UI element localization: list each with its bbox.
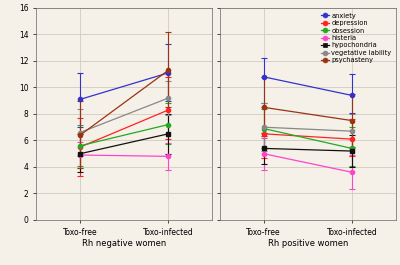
Legend: anxiety, depression, obsession, histeria, hypochondria, vegetative lability, psy: anxiety, depression, obsession, histeria… — [320, 11, 393, 65]
X-axis label: Rh negative women: Rh negative women — [82, 239, 166, 248]
X-axis label: Rh positive women: Rh positive women — [268, 239, 348, 248]
